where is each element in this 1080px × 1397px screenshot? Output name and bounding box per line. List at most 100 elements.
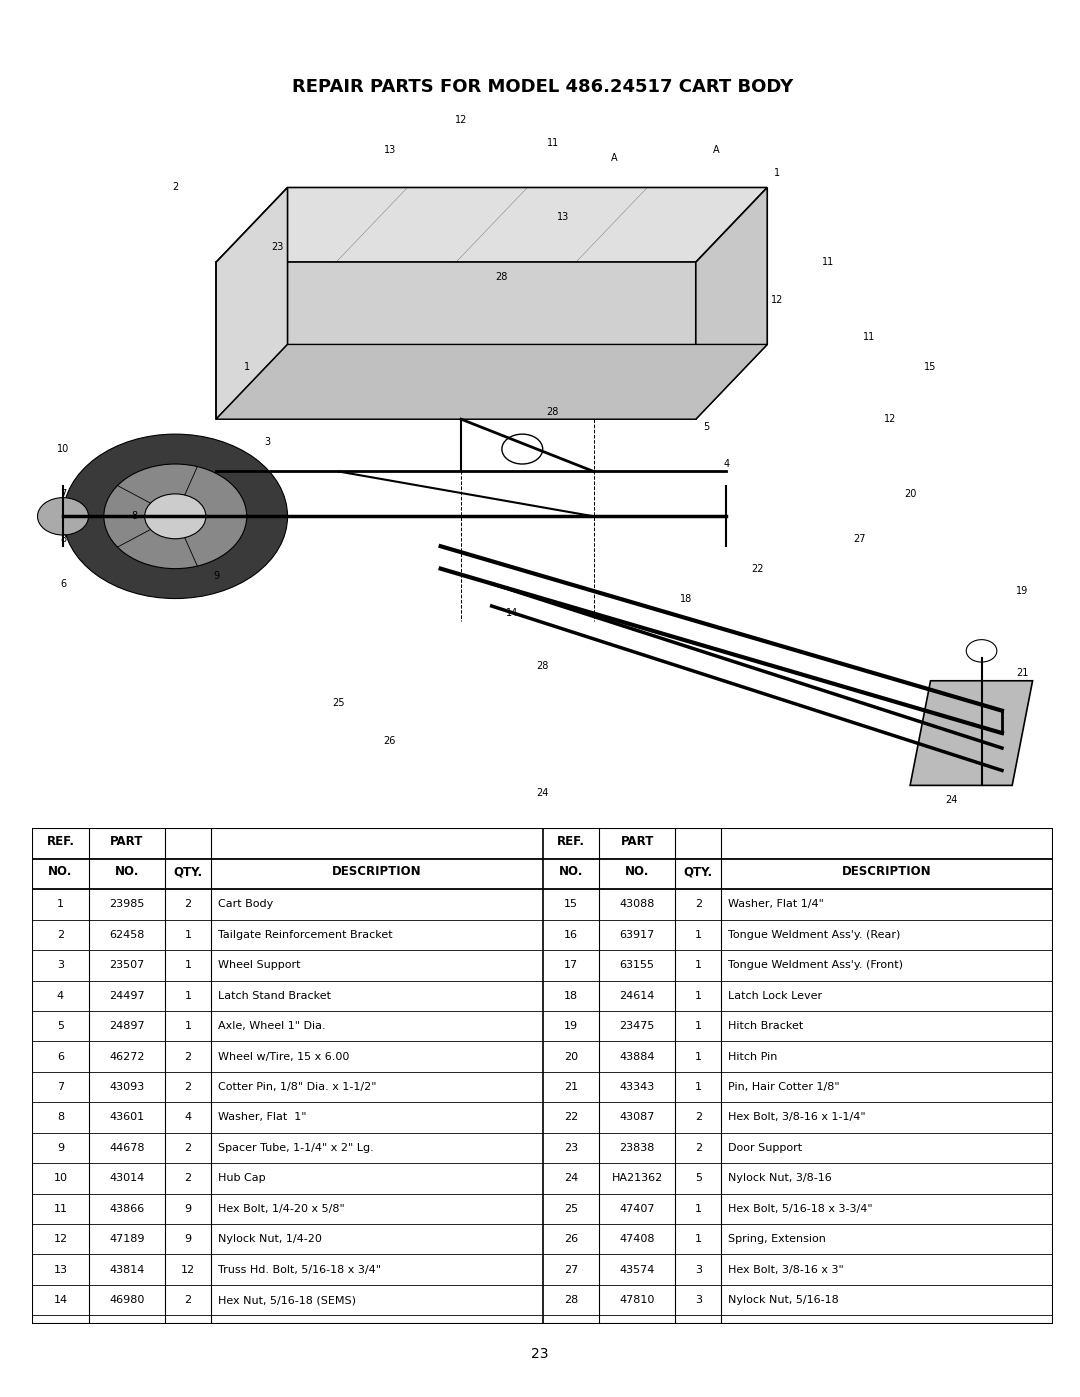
Circle shape (104, 464, 246, 569)
Text: 4: 4 (185, 1112, 191, 1122)
Text: 11: 11 (54, 1204, 67, 1214)
Text: 26: 26 (383, 736, 395, 746)
Circle shape (967, 640, 997, 662)
Text: 46980: 46980 (109, 1295, 145, 1305)
Text: Nylock Nut, 1/4-20: Nylock Nut, 1/4-20 (218, 1234, 322, 1245)
Text: 15: 15 (924, 362, 936, 372)
Text: 3: 3 (265, 437, 270, 447)
Text: 28: 28 (546, 407, 559, 416)
Text: 20: 20 (564, 1052, 578, 1062)
Text: 1: 1 (694, 1052, 702, 1062)
Text: 43343: 43343 (620, 1083, 654, 1092)
Text: 1: 1 (694, 960, 702, 971)
Polygon shape (216, 187, 287, 419)
Text: 23: 23 (564, 1143, 578, 1153)
Text: QTY.: QTY. (684, 865, 713, 879)
Text: Cotter Pin, 1/8" Dia. x 1-1/2": Cotter Pin, 1/8" Dia. x 1-1/2" (218, 1083, 377, 1092)
Text: Hex Bolt, 1/4-20 x 5/8": Hex Bolt, 1/4-20 x 5/8" (218, 1204, 345, 1214)
Text: 21: 21 (564, 1083, 578, 1092)
Text: 23475: 23475 (620, 1021, 654, 1031)
Text: 19: 19 (564, 1021, 578, 1031)
Text: 22: 22 (751, 563, 764, 574)
Text: 7: 7 (59, 489, 66, 499)
Text: Truss Hd. Bolt, 5/16-18 x 3/4": Truss Hd. Bolt, 5/16-18 x 3/4" (218, 1264, 381, 1274)
Text: 9: 9 (57, 1143, 64, 1153)
Text: 13: 13 (557, 212, 569, 222)
Text: Wheel Support: Wheel Support (218, 960, 300, 971)
Text: 43014: 43014 (109, 1173, 145, 1183)
Text: Tongue Weldment Ass'y. (Rear): Tongue Weldment Ass'y. (Rear) (728, 930, 901, 940)
Text: Nylock Nut, 3/8-16: Nylock Nut, 3/8-16 (728, 1173, 833, 1183)
Text: 23507: 23507 (109, 960, 145, 971)
Text: 12: 12 (455, 115, 468, 126)
Text: Hex Bolt, 3/8-16 x 1-1/4": Hex Bolt, 3/8-16 x 1-1/4" (728, 1112, 866, 1122)
Text: REF.: REF. (557, 834, 584, 848)
Text: REPAIR PARTS FOR MODEL 486.24517 CART BODY: REPAIR PARTS FOR MODEL 486.24517 CART BO… (292, 78, 794, 96)
Circle shape (502, 434, 543, 464)
Text: PARTS: PARTS (509, 32, 577, 52)
Text: 24497: 24497 (109, 990, 145, 1000)
Text: 44678: 44678 (109, 1143, 145, 1153)
Text: 1: 1 (57, 900, 64, 909)
Text: REF.: REF. (46, 834, 75, 848)
Text: Nylock Nut, 5/16-18: Nylock Nut, 5/16-18 (728, 1295, 839, 1305)
Circle shape (63, 434, 287, 598)
Text: 27: 27 (853, 534, 865, 543)
Text: 26: 26 (564, 1234, 578, 1245)
Text: 11: 11 (822, 257, 835, 267)
Text: 3: 3 (57, 960, 64, 971)
Text: Washer, Flat 1/4": Washer, Flat 1/4" (728, 900, 824, 909)
Text: 3: 3 (694, 1295, 702, 1305)
Text: 15: 15 (564, 900, 578, 909)
Text: 1: 1 (185, 960, 191, 971)
Text: Hitch Bracket: Hitch Bracket (728, 1021, 804, 1031)
Text: Tailgate Reinforcement Bracket: Tailgate Reinforcement Bracket (218, 930, 393, 940)
Text: 24897: 24897 (109, 1021, 145, 1031)
Text: 12: 12 (883, 414, 896, 425)
Text: 1: 1 (694, 1204, 702, 1214)
Text: 43087: 43087 (620, 1112, 654, 1122)
Text: A: A (713, 145, 719, 155)
Text: Cart Body: Cart Body (218, 900, 273, 909)
Text: Spring, Extension: Spring, Extension (728, 1234, 826, 1245)
Text: 1: 1 (694, 1021, 702, 1031)
Text: 47407: 47407 (619, 1204, 654, 1214)
Text: 16: 16 (564, 930, 578, 940)
Text: Spacer Tube, 1-1/4" x 2" Lg.: Spacer Tube, 1-1/4" x 2" Lg. (218, 1143, 374, 1153)
Text: 12: 12 (181, 1264, 195, 1274)
Text: 2: 2 (694, 1143, 702, 1153)
Text: 20: 20 (904, 489, 916, 499)
Text: 10: 10 (57, 444, 69, 454)
Text: 13: 13 (54, 1264, 67, 1274)
Text: Tongue Weldment Ass'y. (Front): Tongue Weldment Ass'y. (Front) (728, 960, 904, 971)
Text: 1: 1 (185, 930, 191, 940)
Text: 24614: 24614 (620, 990, 654, 1000)
Text: Wheel w/Tire, 15 x 6.00: Wheel w/Tire, 15 x 6.00 (218, 1052, 350, 1062)
Text: 9: 9 (185, 1204, 191, 1214)
Text: 24: 24 (564, 1173, 578, 1183)
Text: 1: 1 (694, 1234, 702, 1245)
Text: NO.: NO. (625, 865, 649, 879)
Text: 47810: 47810 (620, 1295, 654, 1305)
Polygon shape (910, 680, 1032, 785)
Text: 43814: 43814 (109, 1264, 145, 1274)
Text: A: A (611, 152, 618, 162)
Text: 1: 1 (185, 1021, 191, 1031)
Text: Axle, Wheel 1" Dia.: Axle, Wheel 1" Dia. (218, 1021, 326, 1031)
Text: 19: 19 (1016, 587, 1028, 597)
Text: 8: 8 (60, 534, 66, 543)
Text: 2: 2 (694, 1112, 702, 1122)
Text: 2: 2 (694, 900, 702, 909)
Text: 11: 11 (863, 332, 876, 342)
Text: 2: 2 (185, 1083, 191, 1092)
Text: 17: 17 (564, 960, 578, 971)
Text: 25: 25 (564, 1204, 578, 1214)
Text: 43574: 43574 (620, 1264, 654, 1274)
Polygon shape (696, 187, 767, 419)
Text: HA21362: HA21362 (611, 1173, 663, 1183)
Text: 43601: 43601 (109, 1112, 145, 1122)
Text: 1: 1 (694, 1083, 702, 1092)
Text: 1: 1 (185, 990, 191, 1000)
Text: Hex Nut, 5/16-18 (SEMS): Hex Nut, 5/16-18 (SEMS) (218, 1295, 356, 1305)
Text: 2: 2 (185, 1143, 191, 1153)
